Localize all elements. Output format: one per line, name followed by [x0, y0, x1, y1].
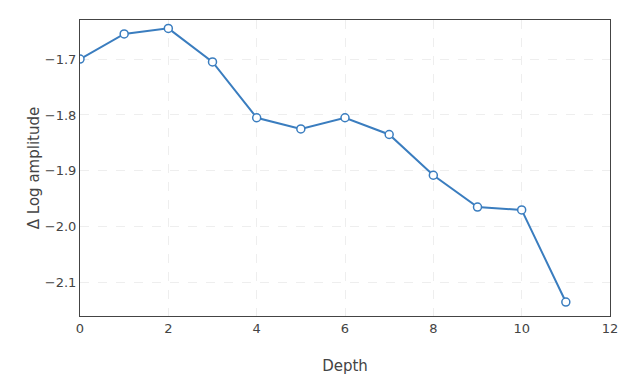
svg-text:−2.0: −2.0	[45, 219, 77, 234]
svg-text:Δ Log amplitude: Δ Log amplitude	[25, 107, 43, 229]
svg-text:−1.9: −1.9	[45, 163, 77, 178]
svg-text:6: 6	[341, 321, 349, 336]
svg-text:−1.7: −1.7	[45, 52, 77, 67]
svg-text:8: 8	[429, 321, 437, 336]
svg-text:Depth: Depth	[322, 357, 368, 375]
svg-text:−1.8: −1.8	[45, 107, 77, 122]
svg-text:2: 2	[164, 321, 172, 336]
svg-text:4: 4	[253, 321, 261, 336]
svg-text:12: 12	[602, 321, 619, 336]
svg-text:−2.1: −2.1	[45, 275, 77, 290]
svg-text:10: 10	[513, 321, 530, 336]
svg-text:0: 0	[76, 321, 84, 336]
